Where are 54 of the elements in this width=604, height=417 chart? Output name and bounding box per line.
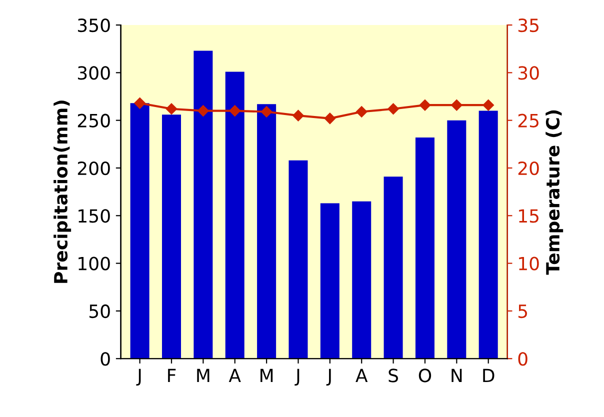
y-tick-label: 250: [78, 114, 110, 128]
y-tick-label: 300: [78, 66, 110, 80]
point: [356, 106, 368, 118]
bar: [447, 120, 466, 359]
x-tick-label: M: [197, 368, 210, 382]
x-tick-label: D: [483, 368, 494, 382]
y2-tick-label: 30: [518, 66, 539, 80]
bar: [130, 103, 150, 359]
bar: [352, 201, 372, 359]
x-tick-label: N: [452, 368, 462, 382]
point: [419, 99, 431, 111]
point: [198, 105, 209, 116]
x-tick-label: J: [294, 368, 300, 386]
point: [324, 112, 336, 124]
y2-tick-label: 35: [518, 18, 538, 32]
bar: [478, 110, 498, 359]
y-axis-title: Precipitation(mm): [54, 100, 72, 283]
point: [166, 103, 178, 114]
x-tick-label: A: [356, 368, 368, 382]
point: [229, 105, 240, 116]
y2-tick-label: 10: [519, 256, 539, 270]
point: [388, 103, 399, 114]
x-tick-label: S: [388, 368, 398, 382]
y2-tick-label: 15: [519, 209, 538, 223]
y2-tick-label: 0: [518, 352, 528, 366]
x-tick-label: M: [260, 368, 273, 382]
bar: [194, 50, 213, 359]
y-tick-label: 100: [78, 256, 110, 270]
point: [134, 98, 146, 109]
bar: [384, 176, 403, 359]
y2-axis-title: Temperature (C): [546, 110, 564, 275]
bar: [288, 160, 308, 359]
point: [451, 99, 462, 111]
point: [482, 99, 494, 111]
y-tick-label: 200: [78, 161, 110, 176]
point: [260, 106, 272, 118]
y-tick-label: 0: [100, 352, 110, 366]
bar: [162, 114, 181, 359]
y-tick-label: 150: [78, 209, 110, 223]
y-tick-label: 350: [78, 18, 110, 32]
y2-tick-label: 5: [518, 304, 527, 318]
bar: [415, 137, 434, 359]
point: [292, 110, 304, 122]
y2-tick-label: 25: [518, 114, 538, 128]
x-tick-label: J: [326, 368, 331, 386]
y2-tick-label: 20: [518, 161, 539, 176]
x-tick-label: O: [418, 368, 432, 382]
x-tick-label: F: [168, 368, 176, 382]
bar: [257, 104, 276, 359]
bar: [225, 72, 244, 359]
y-tick-label: 50: [89, 304, 110, 318]
bar: [320, 203, 340, 359]
x-tick-label: J: [136, 368, 141, 386]
x-tick-label: A: [228, 368, 241, 382]
